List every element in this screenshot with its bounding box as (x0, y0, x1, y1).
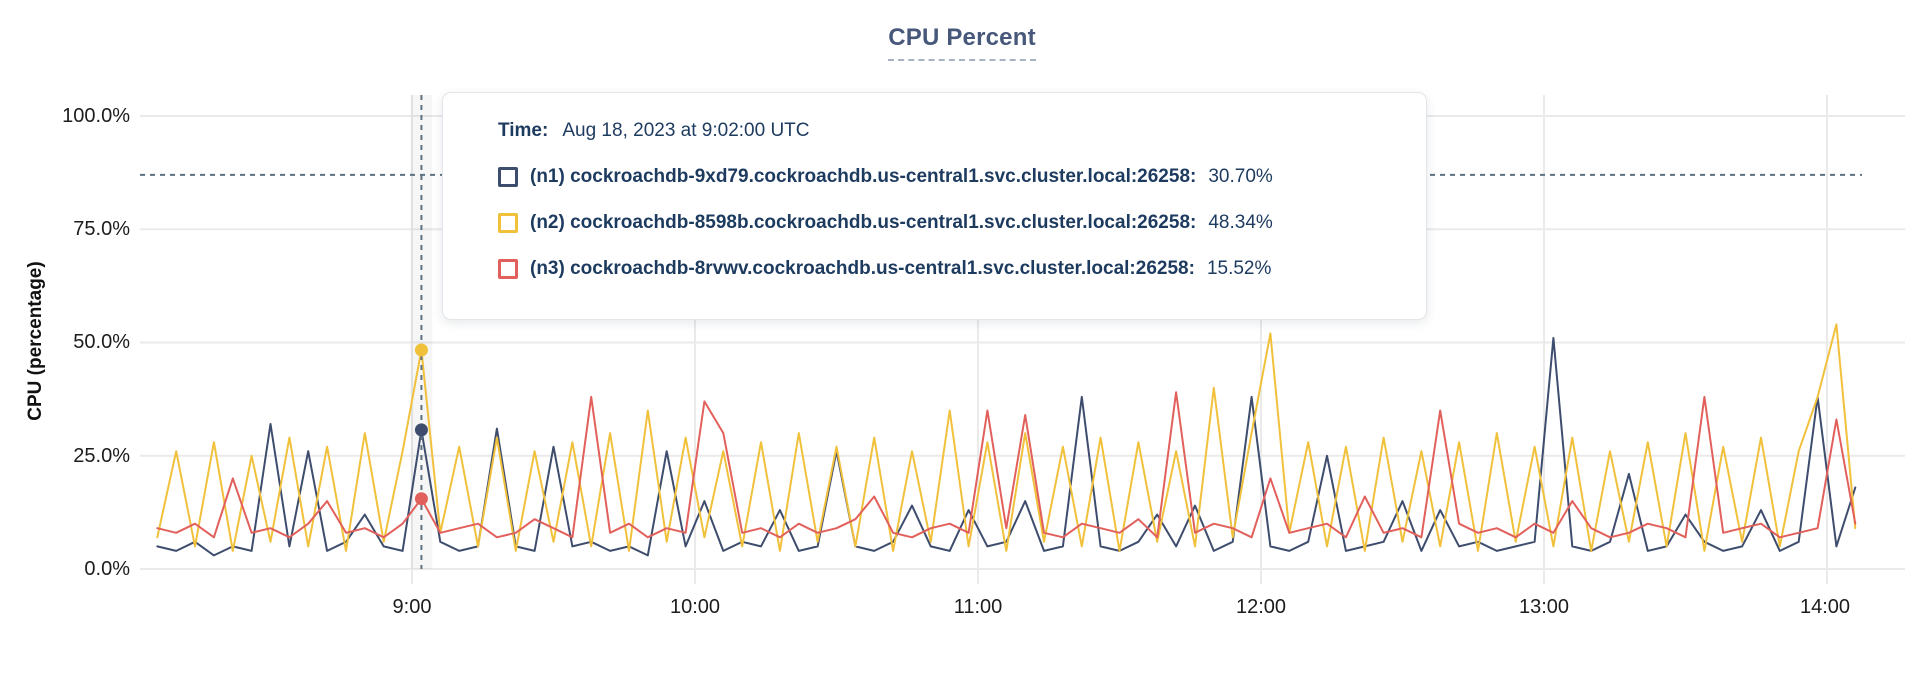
y-tick-100: 100.0% (62, 105, 130, 127)
x-tick-11: 11:00 (953, 596, 1003, 618)
x-tick-9: 9:00 (392, 596, 432, 618)
n3-series-label: (n3) cockroachdb-8rvwv.cockroachdb.us-ce… (530, 258, 1195, 279)
x-tick-10: 10:00 (669, 596, 721, 618)
n1-series-swatch-icon (498, 167, 518, 187)
x-tick-14: 14:00 (1799, 596, 1851, 618)
x-tick-13: 13:00 (1518, 596, 1570, 618)
n3-series-value: 15.52% (1206, 258, 1272, 279)
tooltip-series-row-n3: (n3) cockroachdb-8rvwv.cockroachdb.us-ce… (498, 257, 1406, 281)
n1-series-value: 30.70% (1208, 166, 1273, 187)
y-tick-0: 0.0% (84, 558, 130, 580)
chart-title: CPU Percent (0, 24, 1924, 61)
y-tick-25: 25.0% (73, 445, 130, 467)
hover-point-n2 (414, 343, 428, 357)
n2-series-label: (n2) cockroachdb-8598b.cockroachdb.us-ce… (530, 212, 1197, 233)
chart-title-text: CPU Percent (888, 24, 1036, 61)
tooltip-series-row-n1: (n1) cockroachdb-9xd79.cockroachdb.us-ce… (498, 165, 1406, 189)
tooltip-time-value: Aug 18, 2023 at 9:02:00 UTC (562, 120, 810, 141)
hover-point-n1 (414, 423, 428, 437)
n2-series-swatch-icon (498, 213, 518, 233)
hover-point-n3 (414, 492, 428, 506)
y-tick-50: 50.0% (73, 331, 130, 353)
n2-series-value: 48.34% (1208, 212, 1273, 233)
tooltip-series-row-n2: (n2) cockroachdb-8598b.cockroachdb.us-ce… (498, 211, 1406, 235)
n1-series-label: (n1) cockroachdb-9xd79.cockroachdb.us-ce… (530, 166, 1197, 187)
tooltip-time-row: Time: Aug 18, 2023 at 9:02:00 UTC (498, 119, 1406, 143)
y-tick-75: 75.0% (73, 218, 130, 240)
n3-series-swatch-icon (498, 259, 518, 279)
x-tick-12: 12:00 (1235, 596, 1287, 618)
tooltip-time-label: Time: (498, 120, 549, 141)
hover-tooltip: Time: Aug 18, 2023 at 9:02:00 UTC (n1) c… (442, 92, 1427, 320)
